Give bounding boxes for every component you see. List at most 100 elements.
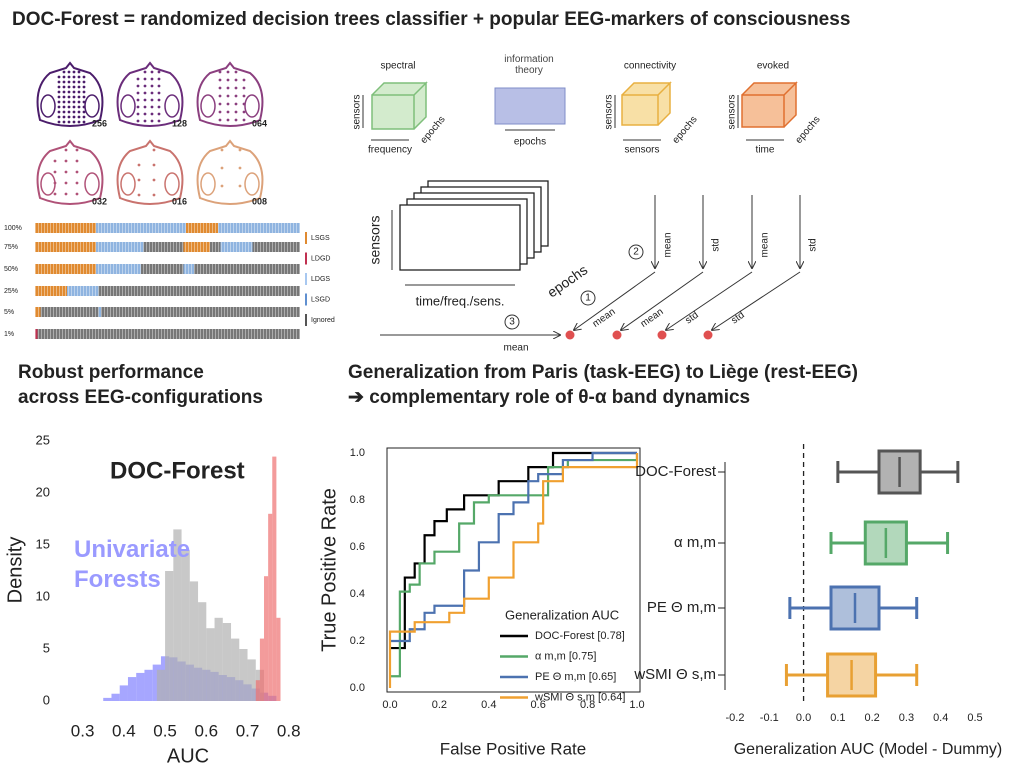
electrode	[242, 94, 246, 98]
marker-name: connectivity	[624, 61, 676, 72]
y-tick-label: 0.4	[350, 588, 365, 600]
head-outline	[116, 61, 184, 127]
electrode	[57, 110, 61, 114]
legend-title: Generalization AUC	[505, 607, 619, 622]
x-tick-label: 0.5	[967, 712, 982, 724]
electrode	[77, 80, 81, 84]
coverage-legend: LSGD	[311, 296, 330, 303]
electrode	[234, 94, 238, 98]
electrode	[67, 120, 71, 124]
montage-label: 064	[252, 118, 267, 128]
electrode	[57, 105, 61, 109]
electrode	[150, 105, 154, 109]
heading: across EEG-configurations	[18, 387, 263, 408]
hist-bar	[255, 680, 260, 701]
electrode	[67, 80, 71, 84]
plot-frame	[386, 447, 641, 693]
electrode	[143, 77, 147, 81]
electrode	[72, 100, 76, 104]
electrode	[234, 118, 238, 122]
category-label: PE Θ m,m	[646, 599, 716, 616]
hist-bar	[111, 693, 120, 701]
coverage-row-label: 75%	[4, 244, 18, 251]
electrode	[150, 112, 154, 116]
electrode	[143, 112, 147, 116]
coverage-row-label: 50%	[4, 266, 18, 273]
hist-bar	[173, 529, 182, 701]
electrode	[57, 85, 61, 89]
axis-name: epochs	[514, 137, 546, 148]
electrode	[53, 181, 57, 185]
electrode	[67, 100, 71, 104]
x-tick-label: 0.6	[531, 699, 546, 711]
electrode	[77, 70, 81, 74]
axis-name: epochs	[794, 114, 823, 146]
axis-name: epochs	[544, 261, 590, 300]
axis-name: sensors	[367, 215, 383, 264]
op-label: std	[808, 238, 819, 251]
electrode	[220, 166, 224, 170]
electrode	[136, 98, 140, 102]
electrode	[67, 105, 71, 109]
electrode	[238, 148, 242, 152]
op-label: mean	[503, 343, 528, 354]
annotation: DOC-Forest	[110, 457, 245, 484]
step-number: 2	[633, 247, 639, 258]
op-label: std	[729, 310, 746, 327]
op-label: mean	[760, 232, 771, 257]
step-circle	[504, 314, 520, 330]
electrode	[136, 105, 140, 109]
electrode	[72, 85, 76, 89]
electrode	[57, 100, 61, 104]
electrode	[57, 90, 61, 94]
op-label: mean	[663, 232, 674, 257]
coverage-strip	[35, 264, 300, 274]
electrode	[234, 86, 238, 90]
electrode	[157, 119, 161, 123]
hist-bar	[103, 697, 112, 701]
op-label: std	[683, 310, 700, 327]
coverage-strip	[35, 223, 300, 233]
hist-bar	[239, 649, 248, 701]
feature-dot	[657, 330, 667, 340]
electrode	[77, 95, 81, 99]
electrode	[57, 120, 61, 124]
feature-dot	[703, 330, 713, 340]
marker-name: evoked	[757, 61, 789, 72]
electrode	[75, 159, 79, 163]
coverage-strip	[35, 329, 300, 339]
ear	[244, 172, 260, 196]
electrode	[226, 86, 230, 90]
electrode	[82, 85, 86, 89]
arrow	[574, 271, 656, 330]
electrode	[152, 163, 156, 167]
electrode	[157, 70, 161, 74]
ear	[40, 172, 56, 196]
hist-bar	[119, 685, 128, 701]
electrode	[143, 84, 147, 88]
electrode	[152, 148, 156, 152]
electrode	[226, 110, 230, 114]
hist-bar	[264, 576, 269, 701]
electrode	[242, 86, 246, 90]
hist-bar	[276, 617, 281, 701]
ear	[120, 172, 136, 196]
electrode	[137, 178, 141, 182]
electrode	[72, 110, 76, 114]
electrode	[82, 75, 86, 79]
electrode	[157, 112, 161, 116]
electrode	[82, 95, 86, 99]
ear	[244, 94, 260, 118]
electrode	[67, 75, 71, 79]
y-tick-label: 0.2	[350, 635, 365, 647]
axis-name: time	[756, 145, 775, 156]
axis-name: frequency	[368, 145, 412, 156]
hist-bar	[127, 677, 137, 701]
electrode	[77, 100, 81, 104]
electrode	[82, 100, 86, 104]
electrode	[57, 80, 61, 84]
step-circle	[628, 244, 644, 260]
head-outline	[36, 61, 104, 127]
